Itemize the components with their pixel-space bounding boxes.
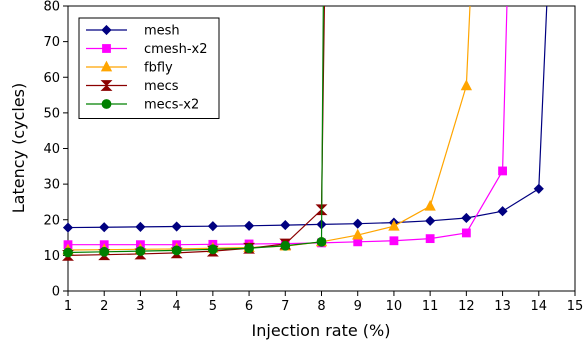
data-point-cmesh-x2 — [425, 234, 435, 244]
legend-marker-mecs — [100, 80, 113, 91]
y-tick-label: 0 — [52, 285, 60, 300]
data-point-mecs-x2 — [171, 245, 182, 256]
y-axis-ticks: 0 10 20 30 40 50 60 70 80 — [43, 0, 68, 300]
data-point-mecs-x2 — [63, 247, 73, 258]
legend-label-mecs-x2: mecs-x2 — [144, 98, 199, 113]
data-point-mesh — [62, 222, 74, 233]
x-tick-label: 14 — [531, 299, 548, 314]
y-tick-label: 80 — [43, 0, 60, 15]
data-point-mesh — [352, 218, 363, 229]
legend-entry-fbfly: fbfly — [86, 61, 173, 76]
data-point-fbfly — [388, 219, 400, 231]
legend-marker-cmesh-x2 — [102, 44, 111, 53]
legend-label-mesh: mesh — [144, 24, 180, 39]
y-tick-label: 20 — [43, 213, 60, 228]
legend-label-fbfly: fbfly — [144, 61, 173, 76]
x-tick-label: 2 — [100, 299, 108, 314]
x-tick-label: 8 — [317, 299, 325, 314]
x-tick-label: 7 — [281, 299, 289, 314]
legend: mesh cmesh-x2 fbfly mecs mecs-x2 — [78, 17, 220, 119]
series-layer — [62, 6, 548, 261]
legend-label-mecs: mecs — [144, 79, 179, 94]
series-mecs-x2 — [63, 6, 327, 258]
data-point-mesh — [135, 221, 146, 232]
legend-entry-mesh: mesh — [86, 24, 180, 39]
x-tick-label: 12 — [458, 299, 475, 314]
data-point-mecs-x2 — [244, 243, 254, 254]
legend-entry-mecs: mecs — [86, 79, 179, 94]
x-tick-label: 13 — [494, 299, 511, 314]
y-tick-label: 40 — [43, 142, 60, 157]
data-point-mesh — [497, 206, 508, 217]
legend-entry-mecs-x2: mecs-x2 — [86, 98, 199, 113]
x-tick-label: 10 — [386, 299, 403, 314]
data-point-mecs-x2 — [280, 240, 291, 251]
x-tick-label: 1 — [64, 299, 72, 314]
data-point-mesh — [461, 212, 472, 224]
legend-marker-mecs-x2 — [101, 99, 112, 109]
data-point-fbfly — [460, 79, 473, 91]
x-tick-label: 11 — [422, 299, 439, 314]
x-tick-label: 5 — [209, 299, 217, 314]
data-point-mecs-x2 — [207, 244, 218, 255]
data-point-mesh — [280, 220, 291, 231]
y-tick-label: 60 — [43, 71, 60, 86]
x-axis-ticks: 1 2 3 4 5 6 7 8 9 10 11 12 13 14 15 — [64, 291, 583, 314]
x-tick-label: 3 — [136, 299, 144, 314]
x-axis-title: Injection rate (%) — [252, 321, 391, 340]
data-point-mesh — [207, 221, 218, 232]
y-tick-label: 70 — [43, 35, 60, 50]
y-tick-label: 30 — [43, 178, 60, 193]
x-tick-label: 9 — [354, 299, 362, 314]
y-tick-label: 10 — [43, 249, 60, 264]
data-point-cmesh-x2 — [389, 236, 399, 246]
x-tick-label: 4 — [173, 299, 181, 314]
data-point-mesh — [99, 222, 110, 233]
x-tick-label: 15 — [567, 299, 584, 314]
legend-marker-mesh — [101, 24, 112, 36]
data-point-cmesh-x2 — [461, 228, 471, 238]
data-point-mesh — [171, 221, 182, 232]
data-point-mesh — [533, 183, 544, 194]
legend-entry-cmesh-x2: cmesh-x2 — [86, 42, 207, 57]
y-axis-title: Latency (cycles) — [9, 83, 28, 214]
y-tick-label: 50 — [43, 106, 60, 121]
data-point-cmesh-x2 — [498, 166, 507, 176]
data-point-fbfly — [352, 228, 364, 240]
legend-marker-fbfly — [100, 60, 113, 72]
data-point-mesh — [425, 215, 436, 226]
legend-label-cmesh-x2: cmesh-x2 — [144, 42, 207, 57]
data-point-fbfly — [424, 199, 436, 211]
x-tick-label: 6 — [245, 299, 253, 314]
data-point-mecs-x2 — [316, 236, 327, 247]
data-point-mecs-x2 — [99, 246, 110, 257]
data-point-mecs-x2 — [135, 246, 146, 257]
data-point-mesh — [244, 220, 255, 231]
